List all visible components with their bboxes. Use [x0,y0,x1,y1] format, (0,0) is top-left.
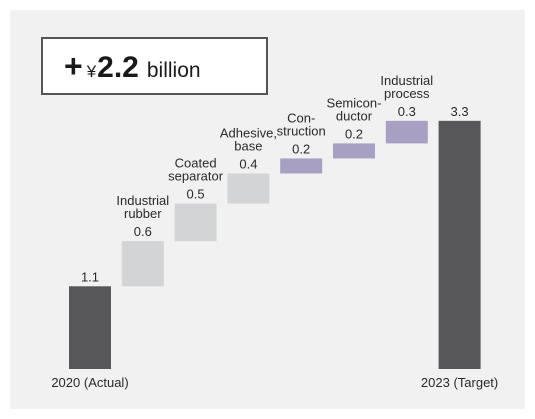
category-label-1-line-1: rubber [124,206,162,221]
callout-value: + ¥2.2 billion [64,48,201,84]
category-label-4-line-1: struction [277,123,326,138]
category-label-5-line-1: ductor [336,108,373,123]
bar-3 [227,173,270,204]
axis-label-0: 2020 (Actual) [51,375,128,390]
value-label-5: 0.2 [345,126,363,141]
bar-7 [438,120,481,369]
axis-label-7: 2023 (Target) [421,375,498,390]
callout-unit: billion [147,59,201,82]
callout-amount: 2.2 [97,51,139,84]
bar-6 [385,120,428,144]
category-label-6-line-1: process [384,86,430,101]
bar-2 [174,203,217,242]
total-callout: + ¥2.2 billion [41,37,268,95]
category-label-6-line-0: Industrial [380,73,433,88]
category-label-2-line-0: Coated [175,156,217,171]
bar-4 [280,158,323,174]
callout-currency: ¥ [86,62,97,81]
bar-0 [69,286,111,369]
category-label-1-line-0: Industrial [116,193,169,208]
value-label-6: 0.3 [398,104,416,119]
value-label-1: 0.6 [134,224,152,239]
value-label-0: 1.1 [81,269,99,284]
category-label-2-line-1: separator [168,169,224,184]
callout-plus: + [64,48,83,84]
value-label-7: 3.3 [451,104,469,119]
category-label-4-line-0: Con- [287,110,315,125]
value-label-2: 0.5 [187,187,205,202]
category-label-3-line-1: base [234,138,262,153]
category-label-3-line-0: Adhesive, [220,125,277,140]
callout-box [41,37,268,95]
bar-5 [333,143,375,159]
bar-1 [121,241,164,287]
value-label-3: 0.4 [239,156,257,171]
value-label-4: 0.2 [292,141,310,156]
category-label-5-line-0: Semicon- [327,95,382,110]
bars-layer [69,120,481,369]
